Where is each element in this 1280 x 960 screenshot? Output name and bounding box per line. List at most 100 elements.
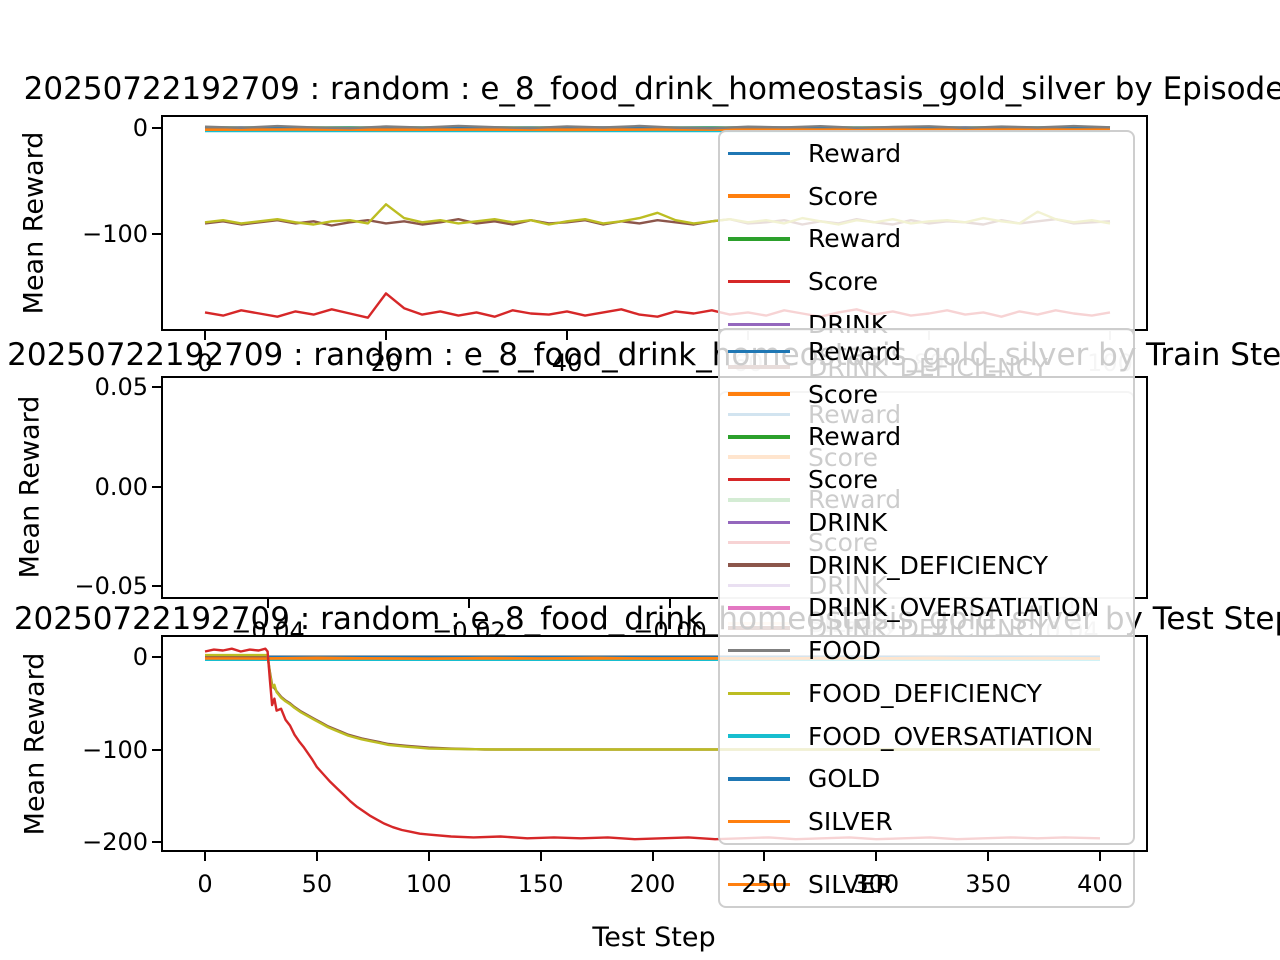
legend-row: Reward [720, 416, 1133, 459]
legend-label: DRINK [808, 507, 888, 537]
legend-row: FOOD [720, 629, 1133, 672]
legend-row: Reward [720, 132, 1133, 175]
legend-label: Score [808, 181, 879, 211]
xlabel-test-step: Test Step [592, 922, 716, 953]
x-tick-mark [468, 599, 470, 608]
legend-line-swatch [728, 691, 790, 696]
y-tick-mark [152, 233, 161, 235]
legend-line-swatch [728, 520, 790, 525]
x-tick-label: 400 [1077, 870, 1123, 898]
legend-test: Reward Score Reward Score DRINK DRINK_DEFICIE… [718, 328, 1135, 845]
legend-label: Reward [808, 336, 902, 366]
x-tick-mark [315, 852, 318, 861]
legend-label: DRINK_DEFICIENCY [808, 550, 1049, 580]
legend-label: Score [808, 267, 879, 297]
y-tick-label: −100 [82, 735, 148, 764]
legend-label: FOOD_OVERSATIATION [808, 721, 1094, 751]
x-tick-label: 50 [301, 870, 333, 898]
x-tick-mark [385, 331, 387, 340]
x-tick-mark [267, 599, 269, 608]
series-FOOD_DEFICIENCY [205, 653, 1100, 751]
legend-label: Reward [808, 422, 902, 452]
x-tick-mark [875, 852, 878, 861]
x-tick-label: 150 [517, 870, 564, 898]
legend-label: DRINK_OVERSATIATION [808, 593, 1100, 623]
ylabel-test: Mean Reward [19, 652, 51, 836]
legend-row: DRINK_DEFICIENCY [720, 544, 1133, 587]
legend-row: GOLD [720, 758, 1133, 801]
legend-row: Score [720, 175, 1133, 218]
y-tick-label: −200 [82, 828, 148, 856]
legend-row: Score [720, 458, 1133, 501]
legend-line-swatch [728, 151, 790, 156]
legend-line-swatch [728, 648, 790, 653]
x-tick-label: 0 [197, 870, 213, 898]
x-tick-label: 100 [405, 870, 452, 898]
legend-row: FOOD_OVERSATIATION [720, 715, 1133, 758]
x-tick-label: 250 [741, 870, 788, 898]
legend-label: Reward [808, 138, 902, 168]
legend-line-swatch [728, 563, 790, 567]
legend-label: Score [808, 465, 879, 495]
y-tick-mark [152, 656, 161, 658]
legend-row: DRINK_OVERSATIATION [720, 587, 1133, 630]
legend-line-swatch [728, 477, 790, 482]
y-tick-mark [152, 585, 161, 587]
y-tick-label: 0 [132, 114, 148, 142]
legend-row: Score [720, 373, 1133, 416]
x-tick-label: 40 [551, 349, 583, 377]
y-tick-mark [152, 386, 161, 388]
legend-row: SILVER [720, 800, 1133, 843]
x-tick-label: 300 [853, 870, 900, 898]
x-tick-label: 0 [197, 349, 213, 377]
legend-row: Score [720, 260, 1133, 303]
legend-label: SILVER [808, 807, 893, 837]
y-tick-label: 0 [132, 643, 148, 671]
x-tick-mark [763, 852, 766, 861]
legend-line-swatch [728, 349, 790, 354]
x-tick-mark [987, 852, 990, 861]
legend-line-swatch [728, 606, 790, 610]
x-tick-mark [1099, 852, 1101, 861]
legend-line-swatch [728, 435, 790, 439]
x-tick-label: 20 [370, 349, 402, 377]
legend-row: SILVER [720, 863, 1133, 906]
x-tick-mark [427, 852, 430, 861]
legend-row: Reward [720, 330, 1133, 373]
y-tick-mark [152, 127, 161, 129]
legend-label: FOOD_DEFICIENCY [808, 678, 1042, 708]
plot-title-episode: 20250722192709 : random : e_8_food_drink… [23, 71, 1280, 107]
x-tick-label: 200 [629, 870, 676, 898]
legend-row: Reward [720, 218, 1133, 261]
x-tick-mark [669, 599, 671, 608]
legend-label: SILVER [808, 870, 893, 900]
y-tick-label: 0.00 [94, 472, 148, 501]
legend-line-swatch [728, 882, 790, 887]
y-tick-mark [152, 485, 161, 488]
y-tick-label: −0.05 [74, 572, 148, 600]
legend-label: Reward [808, 224, 902, 254]
legend-line-swatch [728, 819, 790, 824]
x-tick-label: 350 [965, 870, 1012, 898]
x-tick-mark [204, 852, 206, 861]
x-tick-mark [566, 331, 568, 340]
y-tick-mark [152, 748, 161, 751]
y-tick-label: −100 [82, 220, 148, 248]
x-tick-mark [651, 852, 654, 861]
legend-line-swatch [728, 392, 790, 396]
x-tick-mark [204, 331, 206, 340]
legend-line-swatch [728, 777, 790, 781]
legend-line-swatch [728, 194, 790, 198]
legend-line-swatch [728, 279, 790, 284]
legend-label: FOOD [808, 636, 881, 666]
y-tick-label: 0.05 [94, 373, 148, 401]
x-tick-mark [539, 852, 542, 861]
y-tick-mark [152, 841, 161, 843]
legend-row: FOOD_DEFICIENCY [720, 672, 1133, 715]
legend-row: DRINK [720, 501, 1133, 544]
legend-label: Score [808, 379, 879, 409]
legend-line-swatch [728, 237, 790, 241]
legend-line-swatch [728, 734, 790, 738]
series-FOOD [204, 124, 1111, 130]
